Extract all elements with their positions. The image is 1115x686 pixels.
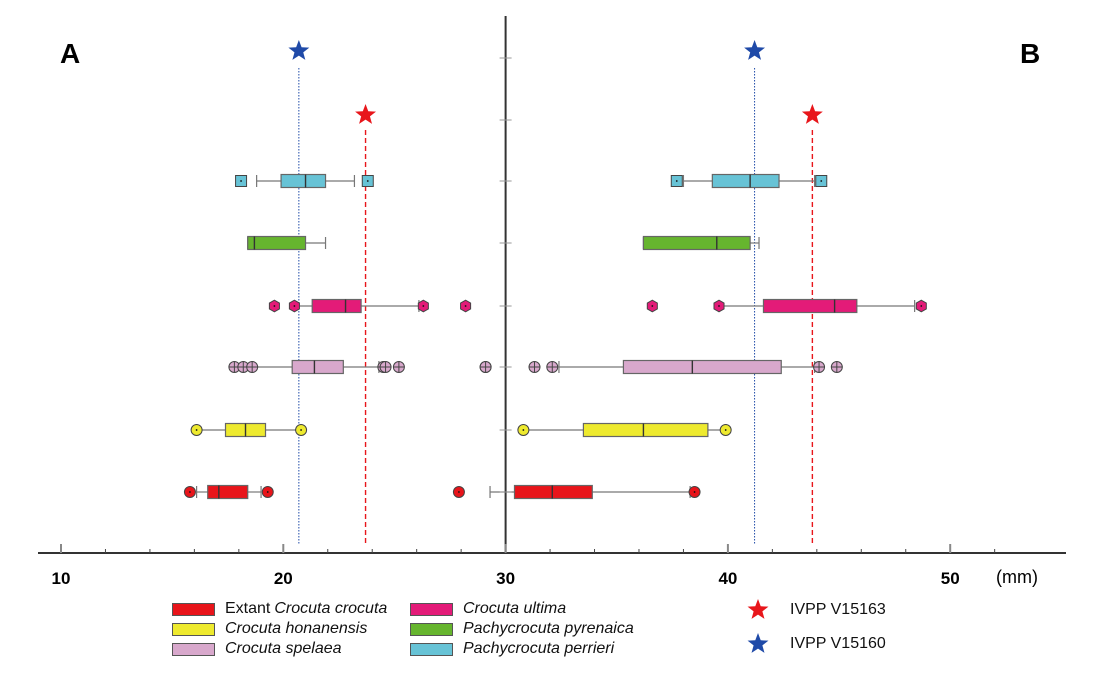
- outlier-center-dot: [422, 305, 425, 307]
- tick-label: 50: [941, 569, 960, 588]
- x-axis-unit-label: (mm): [996, 567, 1038, 587]
- legend-item-ivpp-v15163: IVPP V15163: [746, 598, 886, 622]
- legend-item-crocuta-spelaea: Crocuta spelaea: [172, 640, 342, 658]
- star-icon: [355, 104, 377, 124]
- box-iqr: [247, 235, 307, 251]
- outlier-center-dot: [195, 429, 198, 431]
- legend-swatch: [410, 642, 453, 656]
- legend-swatch: [172, 622, 215, 636]
- legend-text: Crocuta honanensis: [225, 620, 368, 637]
- tick-label: 30: [496, 569, 515, 588]
- outlier-center-dot: [820, 180, 823, 182]
- outlier-center-dot: [522, 429, 525, 431]
- outlier-center-dot: [651, 305, 654, 307]
- legend-swatch: [172, 602, 215, 616]
- outlier-center-dot: [693, 491, 696, 493]
- legend-swatch: [172, 642, 215, 656]
- outlier-center-dot: [293, 305, 296, 307]
- x-axis: 10 20 30 40 50: [38, 16, 1066, 588]
- box-iqr: [311, 298, 362, 314]
- boxplot-crocuta-honanensis-b: [517, 422, 732, 438]
- boxplots: [183, 173, 927, 500]
- boxplot-pachycrocuta-pyrenaica-b: [642, 235, 760, 251]
- box-iqr: [582, 422, 709, 438]
- outlier-center-dot: [189, 491, 191, 493]
- outlier-center-dot: [464, 305, 467, 307]
- box-iqr: [711, 173, 780, 189]
- legend-text: Crocuta crocuta: [274, 600, 388, 617]
- outlier-center-dot: [920, 305, 923, 307]
- legend-text: Crocuta ultima: [463, 600, 567, 617]
- outlier-center-dot: [300, 429, 302, 431]
- box-iqr: [642, 235, 751, 251]
- reference-lines: [288, 40, 823, 545]
- outlier-center-dot: [240, 180, 242, 182]
- legend-item-crocuta-honanensis: Crocuta honanensis: [172, 620, 367, 638]
- legend-text: IVPP V15163: [790, 601, 886, 618]
- legend-swatch: [410, 602, 453, 616]
- boxplot-pachycrocuta-perrieri-a: [235, 173, 374, 189]
- panel-label-a: A: [60, 38, 80, 69]
- legend-text: Pachycrocuta pyrenaica: [463, 620, 634, 637]
- star-icon: [747, 599, 769, 619]
- outlier-center-dot: [724, 429, 727, 431]
- boxplot-pachycrocuta-perrieri-b: [670, 173, 828, 189]
- box-iqr: [291, 359, 344, 375]
- boxplot-pachycrocuta-pyrenaica-a: [247, 235, 327, 251]
- outlier-center-dot: [266, 491, 269, 493]
- box-iqr: [513, 484, 593, 500]
- legend-text: IVPP V15160: [790, 635, 886, 652]
- boxplot-crocuta-honanensis-a: [190, 422, 308, 438]
- legend-text-prefix: Extant: [225, 600, 271, 617]
- boxplot-crocuta-ultima-b: [646, 298, 927, 314]
- legend-item-extant-crocuta-crocuta: Extant Crocuta crocuta: [172, 600, 387, 618]
- box-iqr: [622, 359, 782, 375]
- star-icon: [801, 104, 823, 124]
- box-iqr: [207, 484, 249, 500]
- star-icon: [744, 40, 766, 60]
- legend-text: Crocuta spelaea: [225, 640, 342, 657]
- legend-item-pachycrocuta-perrieri: Pachycrocuta perrieri: [410, 640, 614, 658]
- legend-text: Pachycrocuta perrieri: [463, 640, 615, 657]
- legend-item-pachycrocuta-pyrenaica: Pachycrocuta pyrenaica: [410, 620, 634, 638]
- tick-label: 10: [52, 569, 71, 588]
- boxplot-crocuta-spelaea-b: [479, 359, 843, 375]
- box-iqr: [762, 298, 858, 314]
- outlier-center-dot: [718, 305, 720, 307]
- tick-label: 40: [718, 569, 737, 588]
- boxplot-extant-crocuta-crocuta-b: [452, 484, 701, 500]
- panel-label-b: B: [1020, 38, 1040, 69]
- tick-label: 20: [274, 569, 293, 588]
- legend-item-crocuta-ultima: Crocuta ultima: [410, 600, 566, 618]
- boxplot-extant-crocuta-crocuta-a: [183, 484, 274, 500]
- box-iqr: [280, 173, 327, 189]
- boxplot-crocuta-ultima-a: [268, 298, 472, 314]
- legend-item-ivpp-v15160: IVPP V15160: [746, 632, 886, 656]
- star-icon: [288, 40, 310, 60]
- boxplot-crocuta-spelaea-a: [228, 359, 492, 375]
- outlier-center-dot: [675, 180, 678, 182]
- legend-swatch: [410, 622, 453, 636]
- outlier-center-dot: [366, 180, 369, 182]
- outlier-center-dot: [458, 491, 460, 493]
- outlier-center-dot: [273, 305, 276, 307]
- star-icon: [747, 633, 769, 653]
